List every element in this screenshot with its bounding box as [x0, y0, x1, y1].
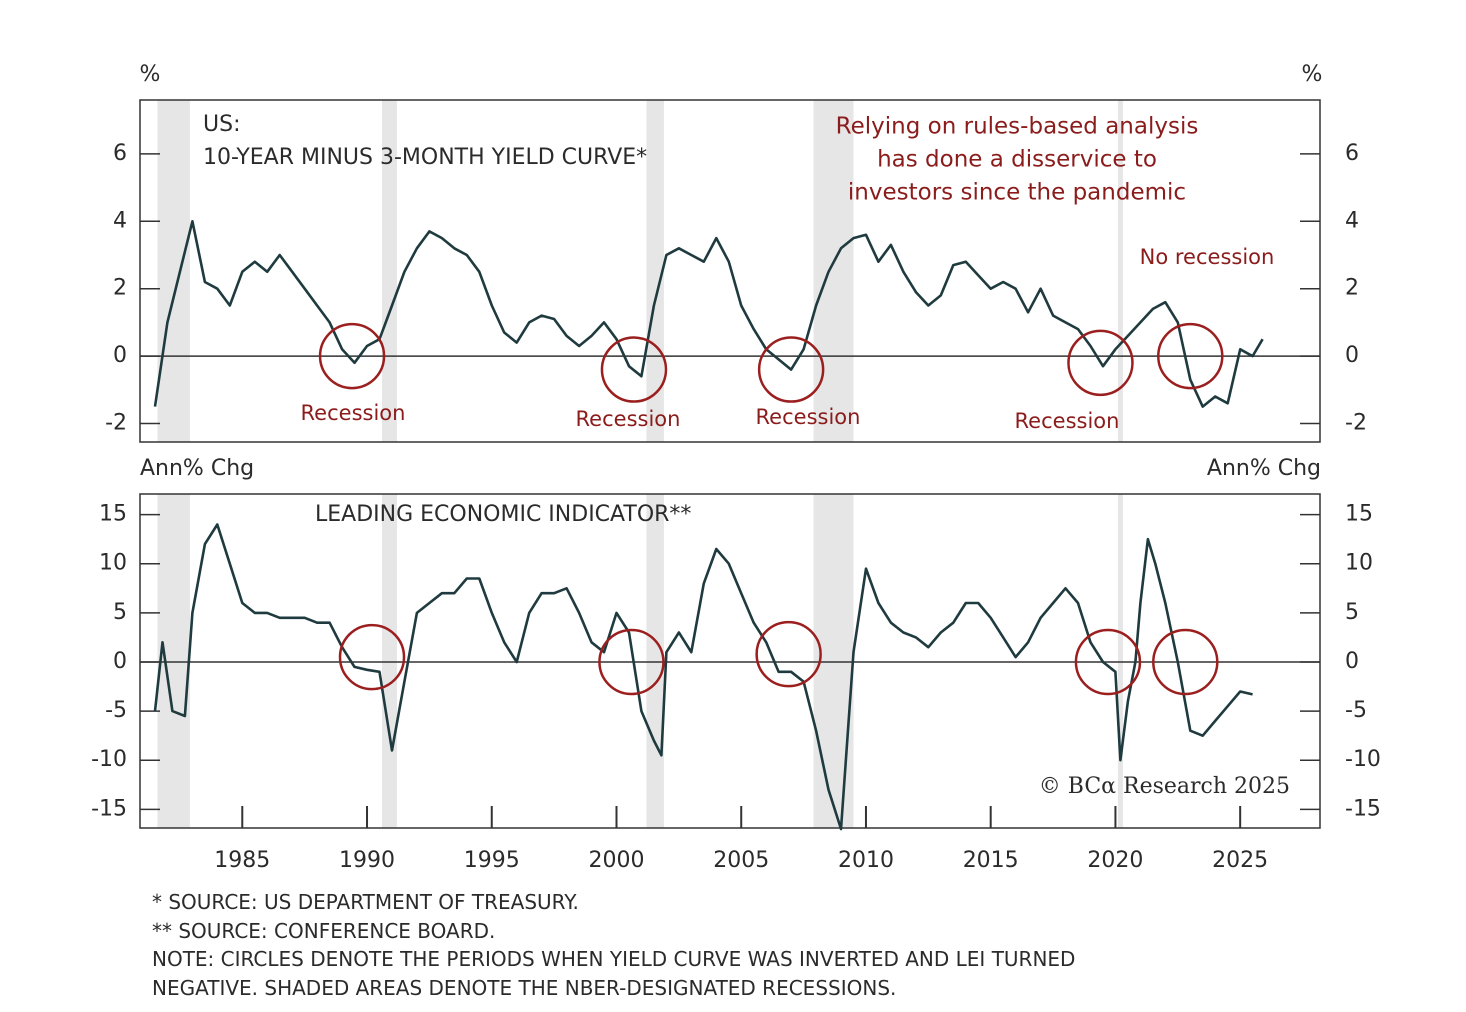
x-tick-label: 2025 — [1212, 848, 1268, 873]
annotation-label: No recession — [1140, 245, 1275, 269]
highlight-circle — [1074, 628, 1142, 696]
annotation: has done a disservice to — [877, 147, 1157, 173]
recession-band — [381, 494, 397, 828]
footnote: ** SOURCE: CONFERENCE BOARD. — [152, 918, 496, 943]
x-tick-label: 2015 — [963, 848, 1019, 873]
y-tick-label: 2 — [1345, 276, 1359, 301]
y-tick-label: -2 — [1345, 410, 1367, 435]
annotation-label: Recession — [756, 405, 861, 429]
y-tick-label: -15 — [91, 796, 127, 821]
y-unit: Ann% Chg — [1207, 456, 1321, 481]
highlight-circle — [600, 336, 668, 403]
y-tick-label: 0 — [113, 343, 127, 368]
y-tick-label: -5 — [105, 698, 127, 723]
y-tick-label: 6 — [1345, 141, 1359, 166]
y-unit: % — [140, 62, 161, 87]
y-tick-label: 15 — [99, 502, 127, 527]
x-tick-label: 1995 — [464, 848, 520, 873]
chart-title: 10-YEAR MINUS 3-MONTH YIELD CURVE* — [203, 145, 647, 170]
y-tick-label: 0 — [1345, 649, 1359, 674]
y-tick-label: -10 — [91, 747, 127, 772]
footnotes: * SOURCE: US DEPARTMENT OF TREASURY. ** … — [152, 888, 1075, 1002]
annotation-label: Recession — [301, 401, 406, 425]
footnote: * SOURCE: US DEPARTMENT OF TREASURY. — [152, 890, 579, 914]
y-tick-label: 10 — [1345, 551, 1373, 576]
y-tick-label: 15 — [1345, 502, 1373, 527]
y-tick-label: -15 — [1345, 796, 1381, 821]
recession-band — [813, 100, 854, 442]
highlight-circle — [598, 628, 665, 696]
annotation: Relying on rules-based analysis — [836, 114, 1199, 140]
x-tick-label: 2020 — [1087, 848, 1143, 873]
annotation-label: Recession — [1015, 409, 1120, 433]
y-tick-label: 6 — [113, 141, 127, 166]
plot-frame — [139, 99, 1321, 443]
series-line — [153, 523, 1253, 831]
footnote: NEGATIVE. SHADED AREAS DENOTE THE NBER-D… — [152, 975, 897, 1000]
y-tick-label: 4 — [113, 208, 127, 233]
recession-band — [157, 100, 190, 442]
y-tick-label: 4 — [1345, 208, 1359, 233]
highlight-circle — [1067, 329, 1134, 397]
plot-frame — [139, 493, 1321, 829]
x-tick-label: 2000 — [588, 848, 644, 873]
recession-band — [157, 494, 190, 828]
highlight-circle — [338, 623, 406, 691]
chart-title: LEADING ECONOMIC INDICATOR** — [315, 502, 691, 527]
highlight-circle — [1152, 628, 1219, 696]
highlight-circle — [757, 336, 825, 403]
y-tick-label: 0 — [113, 649, 127, 674]
recession-band — [1117, 100, 1123, 442]
highlight-circle — [755, 620, 822, 688]
x-tick-label: 2005 — [713, 848, 769, 873]
highlight-circle — [1157, 322, 1224, 390]
recession-band — [1117, 494, 1123, 828]
annotation: investors since the pandemic — [848, 180, 1186, 206]
y-tick-label: 10 — [99, 551, 127, 576]
x-tick-label: 1985 — [214, 848, 270, 873]
highlight-circle — [318, 322, 386, 390]
chart-title: US: — [203, 112, 240, 137]
series-line — [153, 220, 1264, 408]
credit: © BCα Research 2025 — [1039, 774, 1290, 799]
y-unit: % — [1302, 62, 1323, 87]
y-tick-label: 2 — [113, 276, 127, 301]
y-tick-label: 0 — [1345, 343, 1359, 368]
y-tick-label: 5 — [1345, 600, 1359, 625]
x-tick-label: 2010 — [838, 848, 894, 873]
y-tick-label: -5 — [1345, 698, 1367, 723]
x-tick-label: 1990 — [339, 848, 395, 873]
annotation-label: Recession — [576, 407, 681, 431]
y-tick-label: 5 — [113, 600, 127, 625]
y-unit: Ann% Chg — [140, 456, 254, 481]
y-tick-label: -10 — [1345, 747, 1381, 772]
recession-band — [646, 494, 664, 828]
footnote: NOTE: CIRCLES DENOTE THE PERIODS WHEN YI… — [152, 947, 1076, 971]
y-tick-label: -2 — [105, 410, 127, 435]
